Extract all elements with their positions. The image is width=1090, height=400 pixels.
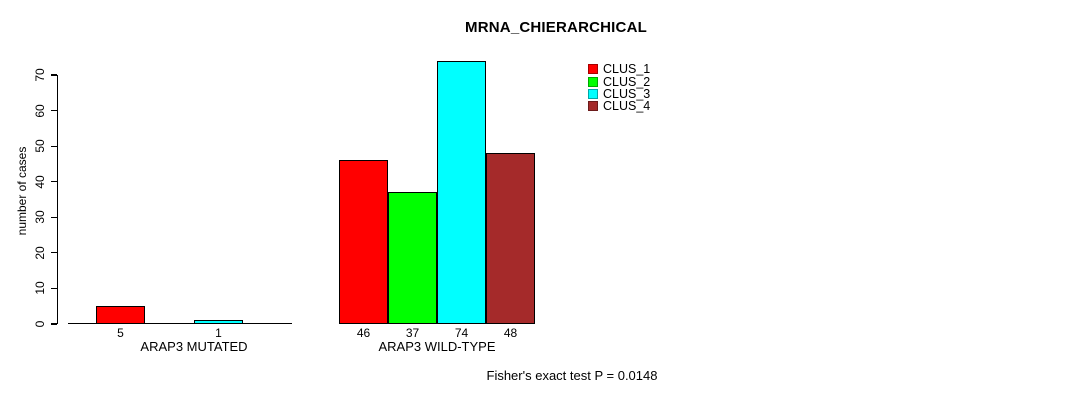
legend-item: CLUS_4 — [588, 99, 651, 114]
bar-clus_3 — [194, 320, 243, 324]
legend-label: CLUS_2 — [603, 74, 651, 89]
group-label: ARAP3 WILD-TYPE — [378, 339, 496, 354]
y-tick-mark — [51, 287, 57, 290]
bar-value-label: 74 — [454, 326, 469, 340]
y-tick-mark — [51, 74, 57, 76]
legend: CLUS_1 CLUS_2 CLUS_3 CLUS_4 — [588, 63, 650, 113]
bar-value-label: 37 — [405, 326, 420, 340]
bar-value-label: 46 — [356, 326, 371, 340]
legend-label: CLUS_4 — [603, 99, 651, 114]
y-tick-mark — [51, 181, 57, 183]
bar-clus_1 — [339, 160, 388, 324]
x-baseline — [68, 322, 292, 324]
bar-value-label: 5 — [117, 326, 124, 340]
bar-clus_3 — [437, 61, 486, 324]
y-tick-mark — [51, 252, 57, 254]
bar-value-label: 1 — [215, 326, 222, 340]
bar-value-label: 48 — [503, 326, 518, 340]
y-tick-mark — [51, 145, 57, 147]
bar-clus_1 — [96, 306, 145, 324]
legend-label: CLUS_1 — [603, 62, 651, 77]
bar-clus_4 — [486, 153, 535, 324]
legend-swatch-clus_4 — [588, 101, 598, 112]
footnote: Fisher's exact test P = 0.0148 — [486, 368, 658, 383]
legend-item: CLUS_1 — [588, 63, 650, 75]
group-label: ARAP3 MUTATED — [140, 339, 248, 354]
legend-label: CLUS_3 — [603, 86, 651, 101]
legend-item: CLUS_2 — [588, 74, 651, 89]
y-tick-mark — [51, 323, 57, 325]
y-tick-mark — [51, 109, 57, 112]
bar-clus_2 — [388, 192, 437, 324]
legend-item: CLUS_3 — [588, 88, 650, 100]
y-tick-mark — [51, 216, 57, 218]
y-axis-line — [57, 75, 59, 324]
legend-swatch-clus_1 — [588, 64, 598, 75]
chart-title: MRNA_CHIERARCHICAL — [465, 19, 647, 36]
legend-swatch-clus_2 — [588, 76, 598, 87]
legend-swatch-clus_3 — [588, 88, 598, 99]
